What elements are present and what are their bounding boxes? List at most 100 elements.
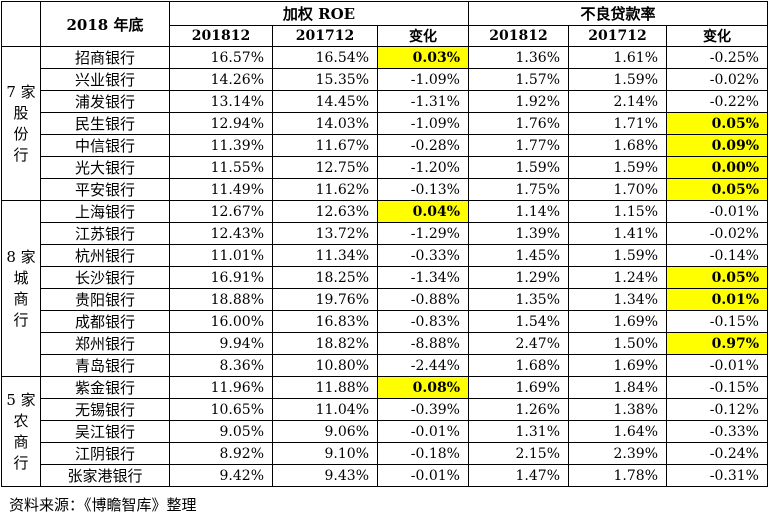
group-label-2: 8 家城商行 [1,200,41,377]
roe-change-cell: 0.08% [377,376,469,399]
table-row: 贵阳银行 18.88% 19.76% -0.88% 1.35% 1.34% 0.01% [2,288,768,311]
npl-change-cell: 0.05% [666,266,768,289]
npl-201712-cell: 1.50% [568,332,667,355]
npl-201712-cell: 1.38% [568,398,667,421]
npl-201712-cell: 1.69% [568,310,667,333]
npl-201712-cell: 1.34% [568,288,667,311]
npl-change-cell: -0.12% [666,398,768,421]
npl-201812-cell: 1.68% [468,354,569,377]
npl-change-cell: -0.01% [666,200,768,223]
bank-name-cell: 张家港银行 [40,464,170,487]
roe-201712-cell: 10.80% [272,354,378,377]
roe-201712-cell: 13.72% [272,222,378,245]
roe-201712-cell: 9.43% [272,464,378,487]
roe-change-cell: -0.33% [377,244,469,267]
npl-change-cell: 0.01% [666,288,768,311]
group-label-line: 行 [13,310,29,329]
roe-change-cell: 0.04% [377,200,469,223]
bank-name-cell: 杭州银行 [40,244,170,267]
header-row-sub: 201812 201712 变化 201812 201712 变化 [2,25,768,47]
roe-201812-cell: 11.96% [169,376,273,399]
roe-change-cell: -0.01% [377,420,469,443]
bank-name-cell: 无锡银行 [40,398,170,421]
npl-201812-header: 201812 [468,25,569,47]
roe-201712-cell: 11.88% [272,376,378,399]
npl-change-cell: -0.22% [666,90,768,113]
bank-name-cell: 光大银行 [40,156,170,179]
table-row: 平安银行 11.49% 11.62% -0.13% 1.75% 1.70% 0.05% [2,178,768,201]
roe-change-cell: -0.01% [377,464,469,487]
table-row: 郑州银行 9.94% 18.82% -8.88% 2.47% 1.50% 0.97% [2,332,768,355]
roe-201712-cell: 14.03% [272,112,378,135]
npl-201712-cell: 1.71% [568,112,667,135]
roe-201812-cell: 12.67% [169,200,273,223]
table-row: 中信银行 11.39% 11.67% -0.28% 1.77% 1.68% 0.09% [2,134,768,157]
npl-201812-cell: 1.76% [468,112,569,135]
npl-change-cell: 0.05% [666,178,768,201]
roe-change-cell: 0.03% [377,46,469,69]
npl-change-cell: -0.14% [666,244,768,267]
npl-change-cell: -0.01% [666,354,768,377]
roe-201812-cell: 12.43% [169,222,273,245]
npl-change-cell: -0.25% [666,46,768,69]
bank-name-cell: 浦发银行 [40,90,170,113]
bank-name-cell: 江苏银行 [40,222,170,245]
roe-201812-cell: 9.94% [169,332,273,355]
table-row: 7 家股份行招商银行 16.57% 16.54% 0.03% 1.36% 1.61% -0.… [1,46,768,201]
npl-201812-cell: 1.39% [468,222,569,245]
roe-change-cell: -1.20% [377,156,469,179]
npl-change-cell: -0.31% [666,464,768,487]
roe-change-cell: -1.09% [377,68,469,91]
roe-201712-cell: 16.83% [272,310,378,333]
table-row: 兴业银行 14.26% 15.35% -1.09% 1.57% 1.59% -0.02% [2,68,768,91]
roe-201812-cell: 8.36% [169,354,273,377]
npl-change-cell: 0.09% [666,134,768,157]
npl-201812-cell: 1.45% [468,244,569,267]
group-label-line: 8 家 [6,247,36,266]
roe-201712-cell: 18.25% [272,266,378,289]
npl-change-cell: -0.24% [666,442,768,465]
bank-name-cell: 民生银行 [40,112,170,135]
roe-201712-cell: 16.54% [272,46,378,69]
roe-change-cell: -1.31% [377,90,469,113]
roe-201712-cell: 12.63% [272,200,378,223]
bank-name-cell: 江阴银行 [40,442,170,465]
roe-201712-cell: 15.35% [272,68,378,91]
table-row: 光大银行 11.55% 12.75% -1.20% 1.59% 1.59% 0.00% [2,156,768,179]
npl-201712-header: 201712 [568,25,667,47]
table-row: 吴江银行 9.05% 9.06% -0.01% 1.31% 1.64% -0.33% [2,420,768,443]
npl-201812-cell: 1.14% [468,200,569,223]
npl-201812-cell: 1.36% [468,46,569,69]
npl-change-header: 变化 [666,25,768,47]
roe-201812-cell: 16.91% [169,266,273,289]
bank-name-cell: 紫金银行 [40,376,170,399]
bank-name-cell: 中信银行 [40,134,170,157]
table-row: 张家港银行 9.42% 9.43% -0.01% 1.47% 1.78% -0.31% [2,464,768,487]
roe-change-cell: -0.88% [377,288,469,311]
table-row: 浦发银行 13.14% 14.45% -1.31% 1.92% 2.14% -0.22% [2,90,768,113]
roe-201812-cell: 18.88% [169,288,273,311]
bank-comparison-table: 2018 年底 加权 ROE 不良贷款率 201812 201712 变化 20… [1,1,768,487]
table-row: 8 家城商行上海银行 12.67% 12.63% 0.04% 1.14% 1.15% -0.… [1,200,768,377]
bank-name-cell: 吴江银行 [40,420,170,443]
bank-name-cell: 贵阳银行 [40,288,170,311]
npl-201812-cell: 1.47% [468,464,569,487]
roe-change-header: 变化 [377,25,469,47]
roe-change-cell: -1.29% [377,222,469,245]
npl-change-cell: 0.05% [666,112,768,135]
npl-201812-cell: 1.75% [468,178,569,201]
roe-201712-cell: 11.62% [272,178,378,201]
roe-201812-cell: 8.92% [169,442,273,465]
npl-201712-cell: 2.14% [568,90,667,113]
corner-cell [1,1,41,47]
npl-change-cell: 0.00% [666,156,768,179]
roe-201712-header: 201712 [272,25,378,47]
group-label-line: 商 [13,432,29,451]
table-row: 青岛银行 8.36% 10.80% -2.44% 1.68% 1.69% -0.01% [2,354,768,377]
npl-change-cell: -0.02% [666,222,768,245]
roe-201812-cell: 9.42% [169,464,273,487]
npl-change-cell: 0.97% [666,332,768,355]
header-row-top: 2018 年底 加权 ROE 不良贷款率 [1,1,768,47]
npl-201712-cell: 1.68% [568,134,667,157]
group-label-line: 商 [13,289,29,308]
